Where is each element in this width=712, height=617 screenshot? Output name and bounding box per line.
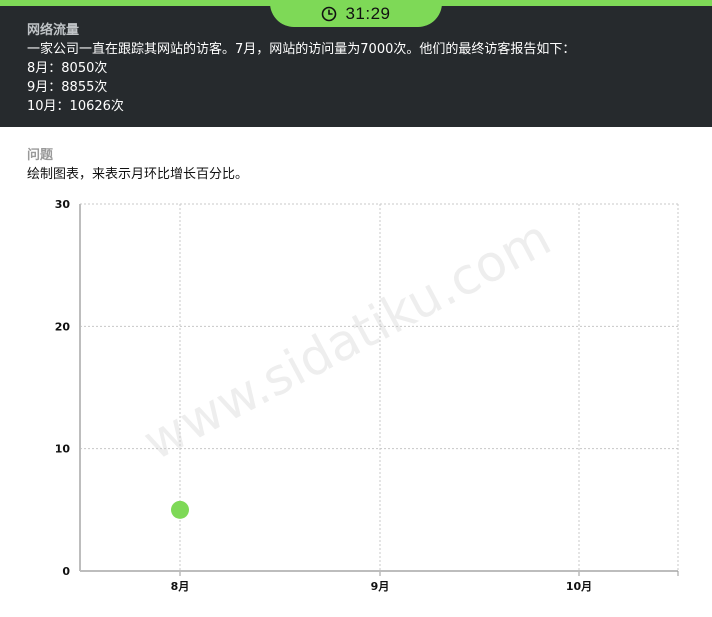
y-axis-ticks: 0 10 20 30: [55, 198, 71, 578]
x-tick-label: 9月: [371, 580, 390, 593]
chart-axes: [79, 204, 679, 576]
y-tick-label: 0: [62, 565, 70, 578]
x-tick-label: 8月: [171, 580, 190, 593]
chart-points[interactable]: [171, 500, 189, 519]
question-label: 问题: [27, 148, 54, 163]
report-line-aug: 8月：8050次: [27, 61, 108, 76]
report-line-oct: 10月：10626次: [27, 99, 124, 114]
problem-title: 网络流量: [27, 23, 80, 38]
x-tick-label: 10月: [566, 580, 592, 593]
chart-grid: [80, 203, 679, 571]
watermark-text: www.sidatiku.com: [134, 208, 560, 471]
report-line-sep: 9月：8855次: [27, 80, 108, 95]
question-text: 绘制图表，来表示月环比增长百分比。: [27, 167, 249, 182]
x-axis-ticks: 8月 9月 10月: [171, 580, 592, 593]
y-tick-label: 10: [55, 443, 71, 456]
clock-icon: [322, 6, 337, 21]
timer-text: 31:29: [345, 3, 391, 23]
problem-description: 一家公司一直在跟踪其网站的访客。7月，网站的访问量为7000次。他们的最终访客报…: [27, 42, 576, 57]
timer-badge: 31:29: [270, 0, 442, 27]
y-tick-label: 20: [55, 320, 71, 333]
problem-header: 网络流量 一家公司一直在跟踪其网站的访客。7月，网站的访问量为7000次。他们的…: [0, 6, 712, 127]
data-point[interactable]: [171, 500, 189, 519]
y-tick-label: 30: [55, 198, 71, 211]
